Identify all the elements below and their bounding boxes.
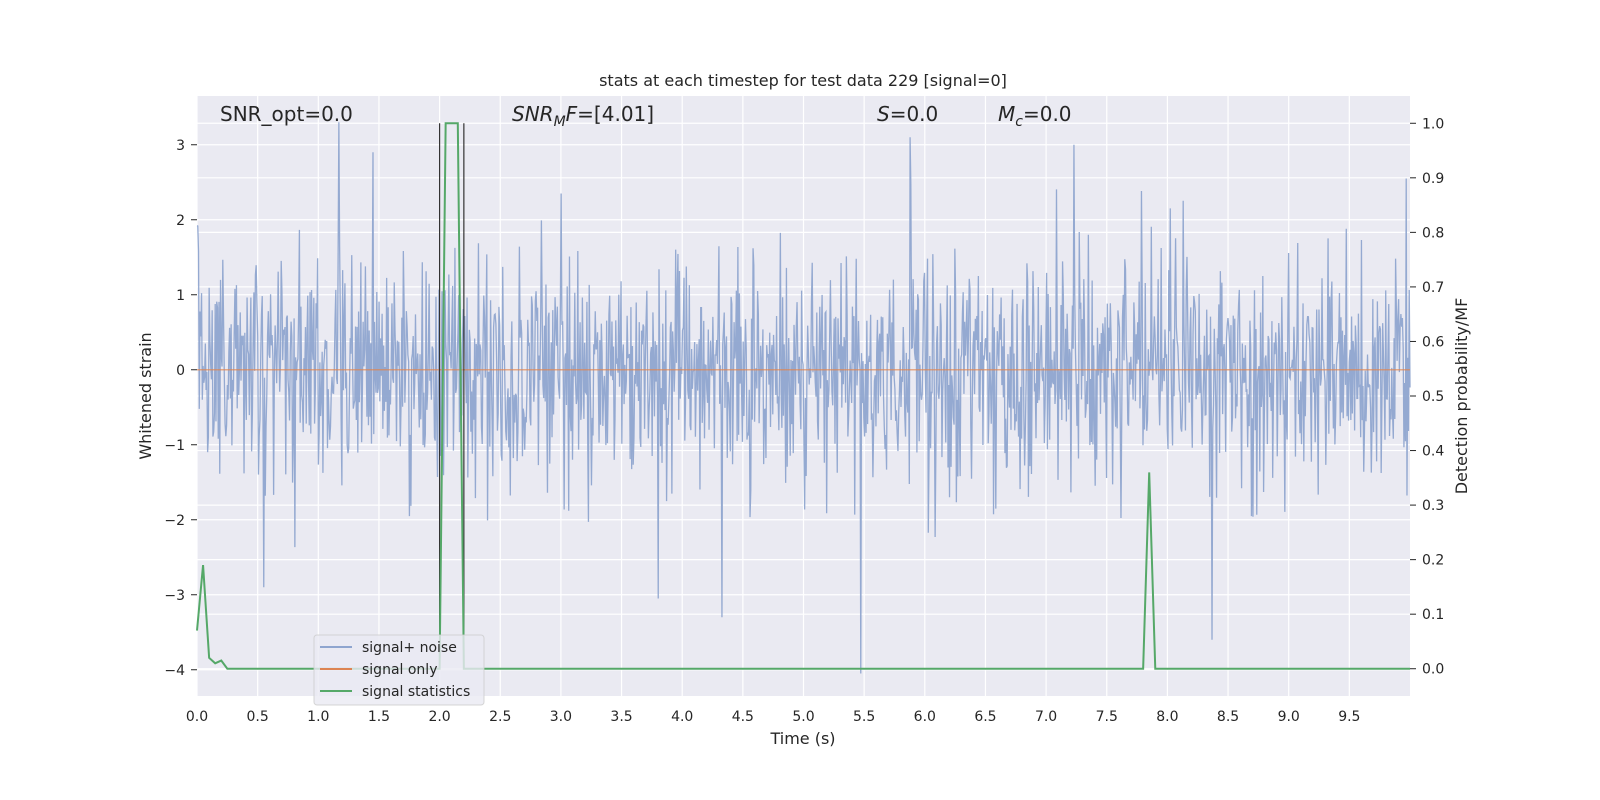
x-tick-label: 6.0 (914, 709, 936, 725)
y-right-axis-ticks: 1.0 0.9 0.8 0.7 0.6 0.5 0.4 0.3 0.2 0.1 0.0 (1410, 116, 1444, 678)
x-tick-label: 7.5 (1096, 709, 1118, 725)
y-right-tick-label: 0.6 (1422, 334, 1444, 350)
y-left-tick-label: −3 (164, 588, 185, 604)
annotation-snr-mf-value: =[4.01] (577, 102, 654, 126)
annotation-s-value: =0.0 (890, 102, 939, 126)
x-tick-label: 1.5 (368, 709, 390, 725)
annotation-mc: Mc=0.0 (998, 102, 1072, 130)
x-tick-label: 6.5 (974, 709, 996, 725)
legend: signal+ noise signal only signal statist… (313, 634, 485, 706)
y-right-tick-label: 1.0 (1422, 116, 1444, 132)
x-tick-label: 9.5 (1338, 709, 1360, 725)
signal-statistics-line (196, 122, 1410, 670)
chart-title: stats at each timestep for test data 229… (599, 71, 1007, 90)
y-left-axis-label: Whitened strain (136, 332, 155, 459)
y-right-axis-label: Detection probability/MF (1452, 298, 1471, 495)
y-right-tick-label: 0.3 (1422, 498, 1444, 514)
x-tick-label: 2.5 (489, 709, 511, 725)
signal-noise-line (196, 122, 1411, 674)
x-tick-label: 4.0 (671, 709, 693, 725)
y-left-tick-label: 2 (176, 213, 185, 229)
y-left-tick-label: 3 (176, 138, 185, 154)
x-tick-label: 5.0 (792, 709, 814, 725)
y-right-tick-label: 0.4 (1422, 444, 1444, 460)
legend-label-noise: signal+ noise (362, 640, 457, 656)
y-right-tick-label: 0.7 (1422, 280, 1444, 296)
x-tick-label: 3.0 (550, 709, 572, 725)
x-tick-label: 3.5 (610, 709, 632, 725)
annotation-s: S=0.0 (877, 102, 938, 126)
x-tick-label: 4.5 (732, 709, 754, 725)
signal-statistics-series (196, 122, 1410, 670)
y-right-tick-label: 0.1 (1422, 607, 1444, 623)
x-tick-label: 1.0 (307, 709, 329, 725)
legend-label-statistics: signal statistics (362, 684, 470, 700)
x-tick-label: 8.5 (1217, 709, 1239, 725)
y-left-axis-ticks: 3 2 1 0 −1 −2 −3 −4 (164, 138, 197, 679)
x-tick-label: 0.5 (247, 709, 269, 725)
legend-box (313, 634, 485, 706)
y-right-tick-label: 0.9 (1422, 171, 1444, 187)
x-tick-label: 7.0 (1035, 709, 1057, 725)
x-tick-label: 9.0 (1278, 709, 1300, 725)
annotation-snr-opt: SNR_opt=0.0 (220, 102, 353, 126)
x-tick-label: 0.0 (186, 709, 208, 725)
y-left-tick-label: −4 (164, 663, 185, 679)
y-left-tick-label: −1 (164, 438, 185, 454)
y-right-tick-label: 0.5 (1422, 389, 1444, 405)
y-left-tick-label: 1 (176, 288, 185, 304)
annotation-mc-value: =0.0 (1023, 102, 1072, 126)
annotation-snr-mf: SNRMF=[4.01] (512, 102, 654, 130)
y-right-tick-label: 0.2 (1422, 553, 1444, 569)
y-left-tick-label: 0 (176, 363, 185, 379)
legend-label-signal-only: signal only (362, 662, 437, 678)
y-right-tick-label: 0.0 (1422, 662, 1444, 678)
x-axis-label: Time (s) (769, 729, 835, 748)
y-left-tick-label: −2 (164, 513, 185, 529)
x-tick-label: 8.0 (1156, 709, 1178, 725)
x-axis-ticks: 0.0 0.5 1.0 1.5 2.0 2.5 3.0 3.5 4.0 4.5 5.0 5.5 6.0 6… (186, 709, 1361, 725)
x-tick-label: 2.0 (428, 709, 450, 725)
signal-noise-series (196, 122, 1411, 674)
x-tick-label: 5.5 (853, 709, 875, 725)
y-right-tick-label: 0.8 (1422, 225, 1444, 241)
vertical-markers (439, 123, 465, 669)
